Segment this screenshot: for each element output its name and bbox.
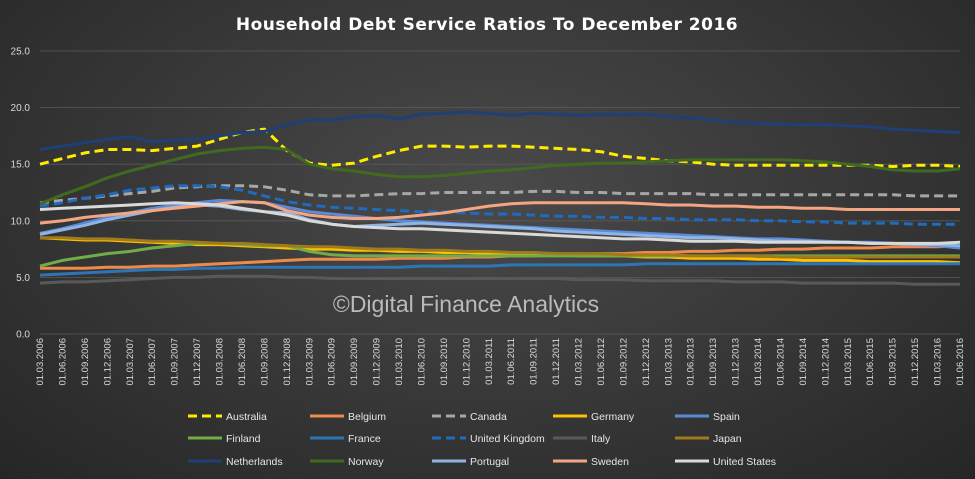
x-tick-label: 01.12.2013 bbox=[731, 338, 742, 386]
x-tick-label: 01.03.2007 bbox=[125, 338, 136, 386]
legend-label: Australia bbox=[226, 411, 267, 423]
series-line-canada bbox=[39, 184, 960, 205]
x-tick-label: 01.09.2011 bbox=[529, 338, 540, 385]
legend-item: Japan bbox=[675, 433, 742, 445]
x-tick-label: 01.03.2011 bbox=[484, 338, 495, 385]
legend-label: Norway bbox=[348, 456, 384, 468]
legend-label: Canada bbox=[470, 411, 507, 423]
legend-label: United States bbox=[713, 456, 776, 468]
x-tick-label: 01.09.2015 bbox=[888, 338, 899, 386]
x-tick-label: 01.12.2009 bbox=[372, 338, 383, 386]
x-tick-label: 01.09.2013 bbox=[708, 338, 719, 386]
x-tick-label: 01.06.2013 bbox=[686, 338, 697, 386]
x-tick-label: 01.03.2010 bbox=[394, 338, 405, 386]
legend-item: Spain bbox=[675, 411, 740, 423]
series-line-japan bbox=[40, 236, 960, 259]
legend-label: Sweden bbox=[591, 456, 629, 468]
watermark: ©Digital Finance Analytics bbox=[333, 291, 599, 317]
legend: Australia Belgium Canada Germany Spain Finlan… bbox=[188, 411, 776, 468]
x-tick-label: 01.06.2008 bbox=[237, 338, 248, 386]
x-tick-label: 01.03.2009 bbox=[304, 338, 315, 386]
x-axis: 01.03.2006 01.06.2006 01.09.2006 01.12.2006… bbox=[35, 338, 966, 386]
y-tick-label: 10.0 bbox=[11, 216, 31, 227]
x-tick-label: 01.03.2015 bbox=[843, 338, 854, 386]
series-line-norway bbox=[39, 145, 961, 206]
x-tick-label: 01.09.2014 bbox=[798, 338, 809, 386]
x-tick-label: 01.09.2012 bbox=[618, 338, 629, 386]
legend-item: Canada bbox=[432, 411, 507, 423]
x-tick-label: 01.03.2012 bbox=[574, 338, 585, 386]
x-tick-label: 01.06.2016 bbox=[955, 338, 966, 386]
legend-label: United Kingdom bbox=[470, 433, 545, 445]
legend-label: Belgium bbox=[348, 411, 386, 423]
x-tick-label: 01.09.2008 bbox=[259, 338, 270, 386]
y-tick-label: 5.0 bbox=[16, 273, 30, 284]
x-tick-label: 01.12.2011 bbox=[551, 338, 562, 385]
legend-label: Spain bbox=[713, 411, 740, 423]
x-tick-label: 01.12.2014 bbox=[820, 338, 831, 386]
series-line-italy bbox=[39, 274, 960, 286]
x-tick-label: 01.06.2012 bbox=[596, 338, 607, 386]
x-tick-label: 01.12.2015 bbox=[910, 338, 921, 386]
y-tick-label: 0.0 bbox=[16, 330, 30, 341]
series-lines bbox=[39, 110, 961, 286]
series-line-united-kingdom bbox=[39, 184, 960, 226]
x-tick-label: 01.12.2010 bbox=[461, 338, 472, 386]
series-line-netherlands bbox=[39, 110, 961, 151]
legend-item: Belgium bbox=[310, 411, 386, 423]
x-tick-label: 01.03.2008 bbox=[215, 338, 226, 386]
x-tick-label: 01.12.2006 bbox=[102, 338, 113, 386]
x-tick-label: 01.03.2016 bbox=[933, 338, 944, 386]
x-tick-label: 01.12.2012 bbox=[641, 338, 652, 386]
legend-item: Netherlands bbox=[188, 456, 283, 468]
x-tick-label: 01.12.2007 bbox=[192, 338, 203, 386]
series-line-united-states bbox=[39, 201, 961, 245]
x-tick-label: 01.03.2013 bbox=[663, 338, 674, 386]
x-tick-label: 01.09.2009 bbox=[349, 338, 360, 386]
legend-label: Germany bbox=[591, 411, 635, 423]
y-tick-label: 25.0 bbox=[11, 47, 31, 58]
series-line-australia bbox=[39, 127, 961, 168]
x-tick-label: 01.06.2015 bbox=[865, 338, 876, 386]
y-tick-label: 20.0 bbox=[11, 103, 31, 114]
legend-label: Italy bbox=[591, 433, 611, 445]
x-tick-label: 01.06.2014 bbox=[775, 338, 786, 386]
x-tick-label: 01.06.2011 bbox=[506, 338, 517, 385]
x-tick-label: 01.06.2007 bbox=[147, 338, 158, 386]
x-tick-label: 01.06.2010 bbox=[416, 338, 427, 386]
x-tick-label: 01.03.2006 bbox=[35, 338, 46, 386]
legend-item: United States bbox=[675, 456, 776, 468]
legend-label: Finland bbox=[226, 433, 261, 445]
y-axis: 0.0 5.0 10.0 15.0 20.0 25.0 bbox=[11, 47, 31, 341]
legend-item: Norway bbox=[310, 456, 384, 468]
legend-item: Finland bbox=[188, 433, 261, 445]
series-line-sweden bbox=[39, 200, 960, 225]
y-tick-label: 15.0 bbox=[11, 160, 31, 171]
x-tick-label: 01.09.2006 bbox=[80, 338, 91, 386]
legend-label: Portugal bbox=[470, 456, 509, 468]
legend-item: France bbox=[310, 433, 381, 445]
x-tick-label: 01.06.2006 bbox=[57, 338, 68, 386]
legend-label: France bbox=[348, 433, 381, 445]
chart-title: Household Debt Service Ratios To Decembe… bbox=[236, 15, 738, 35]
legend-item: Italy bbox=[553, 433, 611, 445]
legend-item: Germany bbox=[553, 411, 635, 423]
legend-item: United Kingdom bbox=[432, 433, 545, 445]
x-tick-label: 01.06.2009 bbox=[327, 338, 338, 386]
legend-label: Japan bbox=[713, 433, 742, 445]
x-tick-label: 01.09.2010 bbox=[439, 338, 450, 386]
x-tick-label: 01.09.2007 bbox=[170, 338, 181, 386]
x-tick-label: 01.03.2014 bbox=[753, 338, 764, 386]
legend-item: Portugal bbox=[432, 456, 509, 468]
x-tick-label: 01.12.2008 bbox=[282, 338, 293, 386]
legend-item: Australia bbox=[188, 411, 267, 423]
series-line-france bbox=[39, 262, 960, 277]
legend-item: Sweden bbox=[553, 456, 629, 468]
legend-label: Netherlands bbox=[226, 456, 283, 468]
